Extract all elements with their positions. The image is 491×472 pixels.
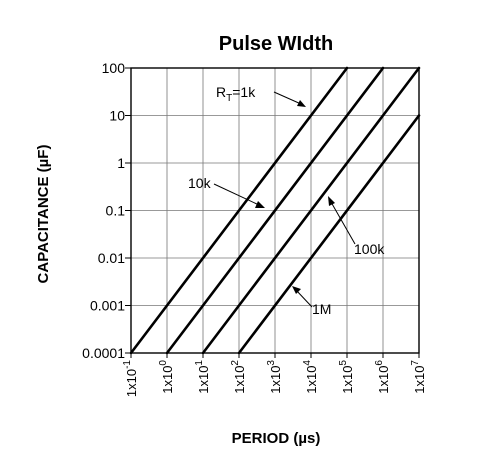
series-lines xyxy=(129,66,421,355)
label-10k: 10k xyxy=(188,175,212,191)
y-tick-label: 0.001 xyxy=(90,298,125,314)
series-line-3 xyxy=(201,66,421,355)
label-rt-1k: RT=1k xyxy=(216,84,256,104)
y-tick-label: 10 xyxy=(109,108,125,124)
x-tick-label: 1x103 xyxy=(266,360,283,394)
y-tick-label: 0.0001 xyxy=(82,345,125,361)
y-tick-label: 0.01 xyxy=(98,250,125,266)
y-tick-label: 0.1 xyxy=(106,203,126,219)
y-axis-title: CAPACITANCE (µF) xyxy=(35,145,52,284)
arrowhead-100k xyxy=(328,196,335,206)
label-1m: 1M xyxy=(312,301,331,317)
x-tick-labels: 1x10-1 1x100 1x101 1x102 1x103 1x104 1x105 1x10… xyxy=(122,353,427,397)
arrowhead-rt-1k xyxy=(297,100,306,107)
arrowhead-10k xyxy=(255,201,265,208)
arrow-1m xyxy=(295,289,313,308)
x-tick-label: 1x107 xyxy=(410,360,427,394)
x-tick-label: 1x102 xyxy=(230,360,247,394)
series-line-2 xyxy=(165,66,385,355)
series-line-1 xyxy=(129,66,349,355)
arrow-rt-1k xyxy=(273,91,302,105)
x-tick-label: 1x100 xyxy=(158,360,175,394)
y-tick-labels: 100 10 1 0.1 0.01 0.001 0.0001 xyxy=(82,60,131,361)
y-tick-label: 1 xyxy=(117,155,125,171)
y-tick-label: 100 xyxy=(102,60,126,76)
label-100k: 100k xyxy=(354,241,385,257)
x-tick-label: 1x10-1 xyxy=(122,360,139,398)
arrow-100k xyxy=(330,201,356,245)
x-tick-label: 1x101 xyxy=(194,360,211,394)
arrowhead-1m xyxy=(292,286,301,294)
annotations: RT=1k 10k 100k 1M xyxy=(188,84,385,317)
x-tick-label: 1x105 xyxy=(338,360,355,394)
chart-title: Pulse WIdth xyxy=(219,33,333,55)
x-tick-label: 1x104 xyxy=(302,360,319,394)
series-line-4 xyxy=(237,114,421,355)
arrow-10k xyxy=(213,183,260,206)
x-tick-label: 1x106 xyxy=(374,360,391,394)
x-axis-title: PERIOD (µs) xyxy=(232,430,321,447)
